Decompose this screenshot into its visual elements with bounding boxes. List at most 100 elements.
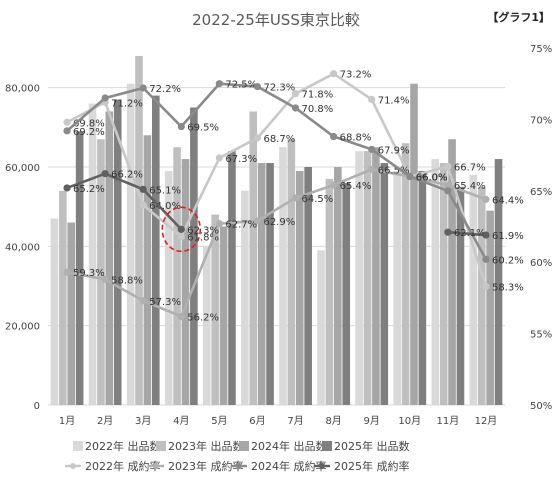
y-right-tick-label: 75% (530, 44, 552, 55)
bar (143, 135, 152, 405)
bar (126, 83, 135, 405)
line-point (63, 184, 71, 192)
data-label: 61.9% (492, 231, 524, 242)
bar (494, 159, 503, 405)
bar (334, 167, 342, 405)
bar (97, 139, 105, 405)
data-label: 68.8% (340, 133, 372, 144)
x-tick-label: 1月 (59, 415, 75, 427)
line-point (368, 95, 376, 104)
data-label: 65.4% (454, 181, 486, 192)
line-point (63, 268, 71, 276)
line-point (482, 231, 490, 239)
line-point (253, 217, 262, 225)
data-label: 71.2% (111, 98, 143, 109)
bar (279, 147, 287, 405)
bar (135, 55, 143, 405)
bar (304, 167, 312, 405)
data-label: 62.3% (187, 225, 219, 236)
bar (295, 170, 304, 405)
line-point (215, 154, 223, 162)
line-point (444, 228, 452, 236)
data-label: 67.3% (225, 154, 257, 165)
bar (152, 95, 160, 405)
line-point (177, 312, 185, 321)
legend-swatch (239, 441, 249, 451)
data-label: 66.2% (111, 170, 143, 181)
data-label: 65.2% (73, 184, 105, 195)
line-point (253, 134, 262, 142)
data-label: 65.1% (149, 185, 181, 196)
y-left-tick-label: 20,000 (5, 322, 40, 333)
data-label: 58.3% (492, 282, 524, 293)
data-label: 58.8% (111, 275, 143, 286)
bar (50, 218, 59, 405)
x-tick-label: 7月 (287, 415, 303, 427)
legend-label: 2024年 成約率 (251, 459, 327, 473)
x-tick-label: 3月 (135, 415, 151, 427)
data-label: 73.2% (340, 70, 372, 81)
chart-tag: 【グラフ1】 (487, 10, 550, 24)
data-label: 59.3% (73, 268, 105, 279)
line-point (63, 118, 71, 126)
bar (317, 250, 325, 405)
x-tick-label: 10月 (398, 415, 421, 427)
bar (67, 222, 76, 405)
bar (202, 246, 211, 405)
data-label: 62.1% (454, 228, 486, 239)
bar (105, 111, 114, 405)
line-point (177, 232, 185, 241)
line-point (444, 187, 452, 195)
x-tick-label: 4月 (173, 415, 189, 427)
y-left-tick-label: 80,000 (5, 84, 40, 95)
data-label: 69.5% (187, 123, 219, 134)
y-right-tick-label: 65% (530, 187, 552, 198)
legend-swatch (73, 441, 83, 451)
bar (372, 147, 380, 405)
data-label: 72.2% (149, 84, 181, 95)
bar (325, 178, 334, 405)
x-tick-label: 8月 (325, 415, 341, 427)
bar (266, 163, 274, 405)
data-label: 66.0% (416, 173, 448, 184)
legend-label: 2025年 成約率 (334, 459, 410, 473)
bar (287, 139, 296, 405)
data-label: 67.9% (378, 145, 410, 156)
y-right-tick-label: 60% (530, 258, 552, 269)
annotation-circle (161, 206, 202, 253)
line-point (444, 181, 452, 189)
bar (211, 214, 219, 405)
legend-swatch (322, 441, 332, 451)
series-line (66, 82, 488, 260)
y-left-tick-label: 0 (34, 401, 40, 412)
data-label: 62.7% (225, 220, 257, 231)
bar (477, 186, 486, 405)
x-tick-label: 11月 (437, 415, 460, 427)
line-point (368, 145, 376, 153)
data-label: 71.4% (378, 95, 410, 106)
data-label: 72.3% (263, 83, 295, 94)
line-point (101, 275, 109, 283)
bar (59, 190, 67, 405)
bar (113, 99, 122, 406)
bar (88, 103, 97, 406)
data-label: 68.7% (263, 134, 295, 145)
legend-label: 2025年 出品数 (334, 439, 410, 453)
bar (401, 143, 410, 405)
data-label: 64.0% (149, 201, 181, 212)
legend-marker (153, 463, 159, 469)
data-label: 62.9% (263, 217, 295, 228)
x-tick-label: 9月 (364, 415, 380, 427)
x-tick-label: 5月 (211, 415, 227, 427)
data-label: 65.4% (340, 181, 372, 192)
bar (219, 226, 228, 405)
line-point (330, 132, 338, 141)
line-point (406, 172, 414, 181)
data-label: 66.7% (454, 163, 486, 174)
legend-marker (319, 463, 325, 469)
line-point (139, 185, 147, 193)
line-point (482, 195, 490, 203)
bar (241, 190, 249, 405)
